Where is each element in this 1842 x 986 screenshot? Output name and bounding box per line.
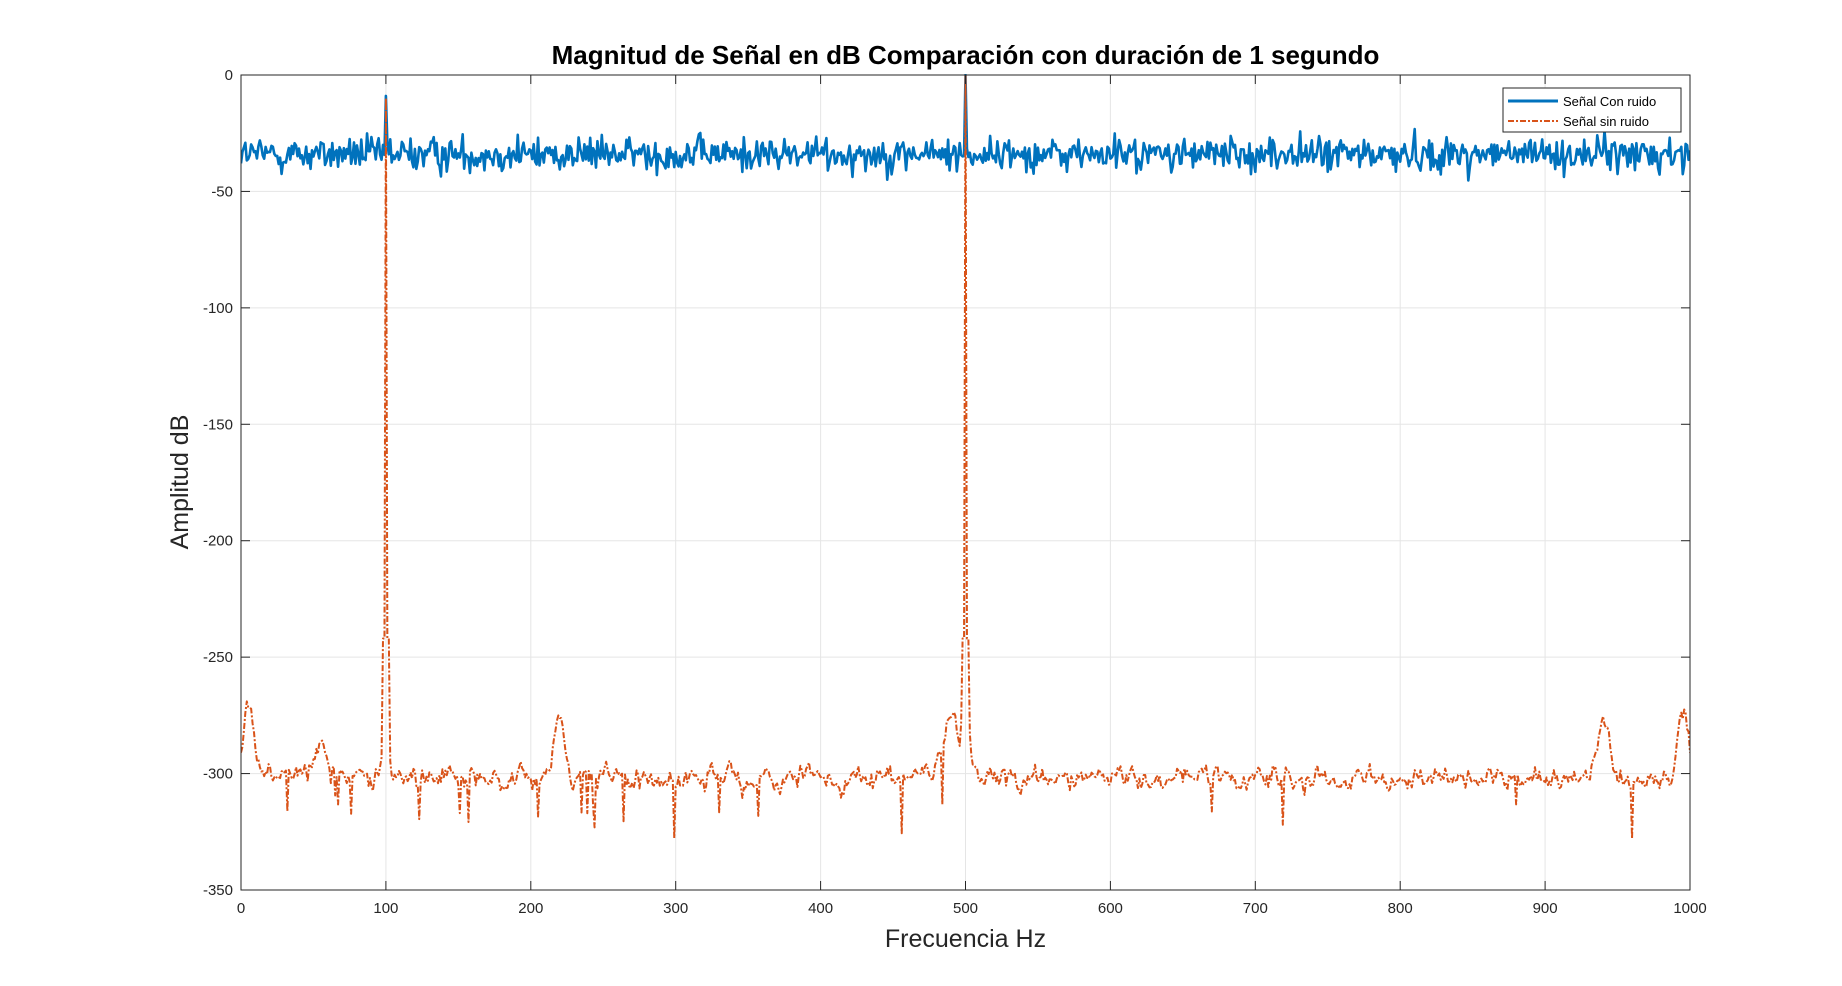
- x-tick-label: 200: [518, 900, 543, 917]
- x-tick-label: 300: [663, 900, 688, 917]
- x-tick-label: 400: [808, 900, 833, 917]
- y-axis-label: Amplitud dB: [166, 415, 194, 550]
- chart-title: Magnitud de Señal en dB Comparación con …: [552, 40, 1380, 70]
- x-tick-label: 500: [953, 900, 978, 917]
- y-tick-label: -350: [203, 882, 233, 899]
- x-tick-label: 700: [1243, 900, 1268, 917]
- x-axis-label: Frecuencia Hz: [885, 925, 1046, 953]
- y-tick-label: -250: [203, 649, 233, 666]
- x-tick-label: 600: [1098, 900, 1123, 917]
- x-tick-label: 800: [1388, 900, 1413, 917]
- y-tick-label: 0: [225, 67, 233, 84]
- legend-label-con-ruido: Señal Con ruido: [1563, 94, 1656, 109]
- y-tick-label: -150: [203, 416, 233, 433]
- legend-box: [1502, 87, 1682, 133]
- series-line-sin-ruido: [241, 74, 1690, 840]
- x-tick-label: 100: [373, 900, 398, 917]
- y-tick-label: -100: [203, 300, 233, 317]
- y-tick-label: -200: [203, 533, 233, 550]
- ticks: [240, 74, 1691, 891]
- x-tick-label: 900: [1533, 900, 1558, 917]
- y-tick-label: -300: [203, 766, 233, 783]
- legend-label-sin-ruido: Señal sin ruido: [1563, 114, 1649, 129]
- y-tick-label: -50: [211, 183, 233, 200]
- x-tick-label: 0: [237, 900, 245, 917]
- legend: Señal Con ruido Señal sin ruido: [1502, 87, 1682, 133]
- x-tick-label: 1000: [1673, 900, 1706, 917]
- tick-labels: 0 100 200 300 400 500 600 700 800 900 1000 0 -50 -100…: [203, 67, 1707, 917]
